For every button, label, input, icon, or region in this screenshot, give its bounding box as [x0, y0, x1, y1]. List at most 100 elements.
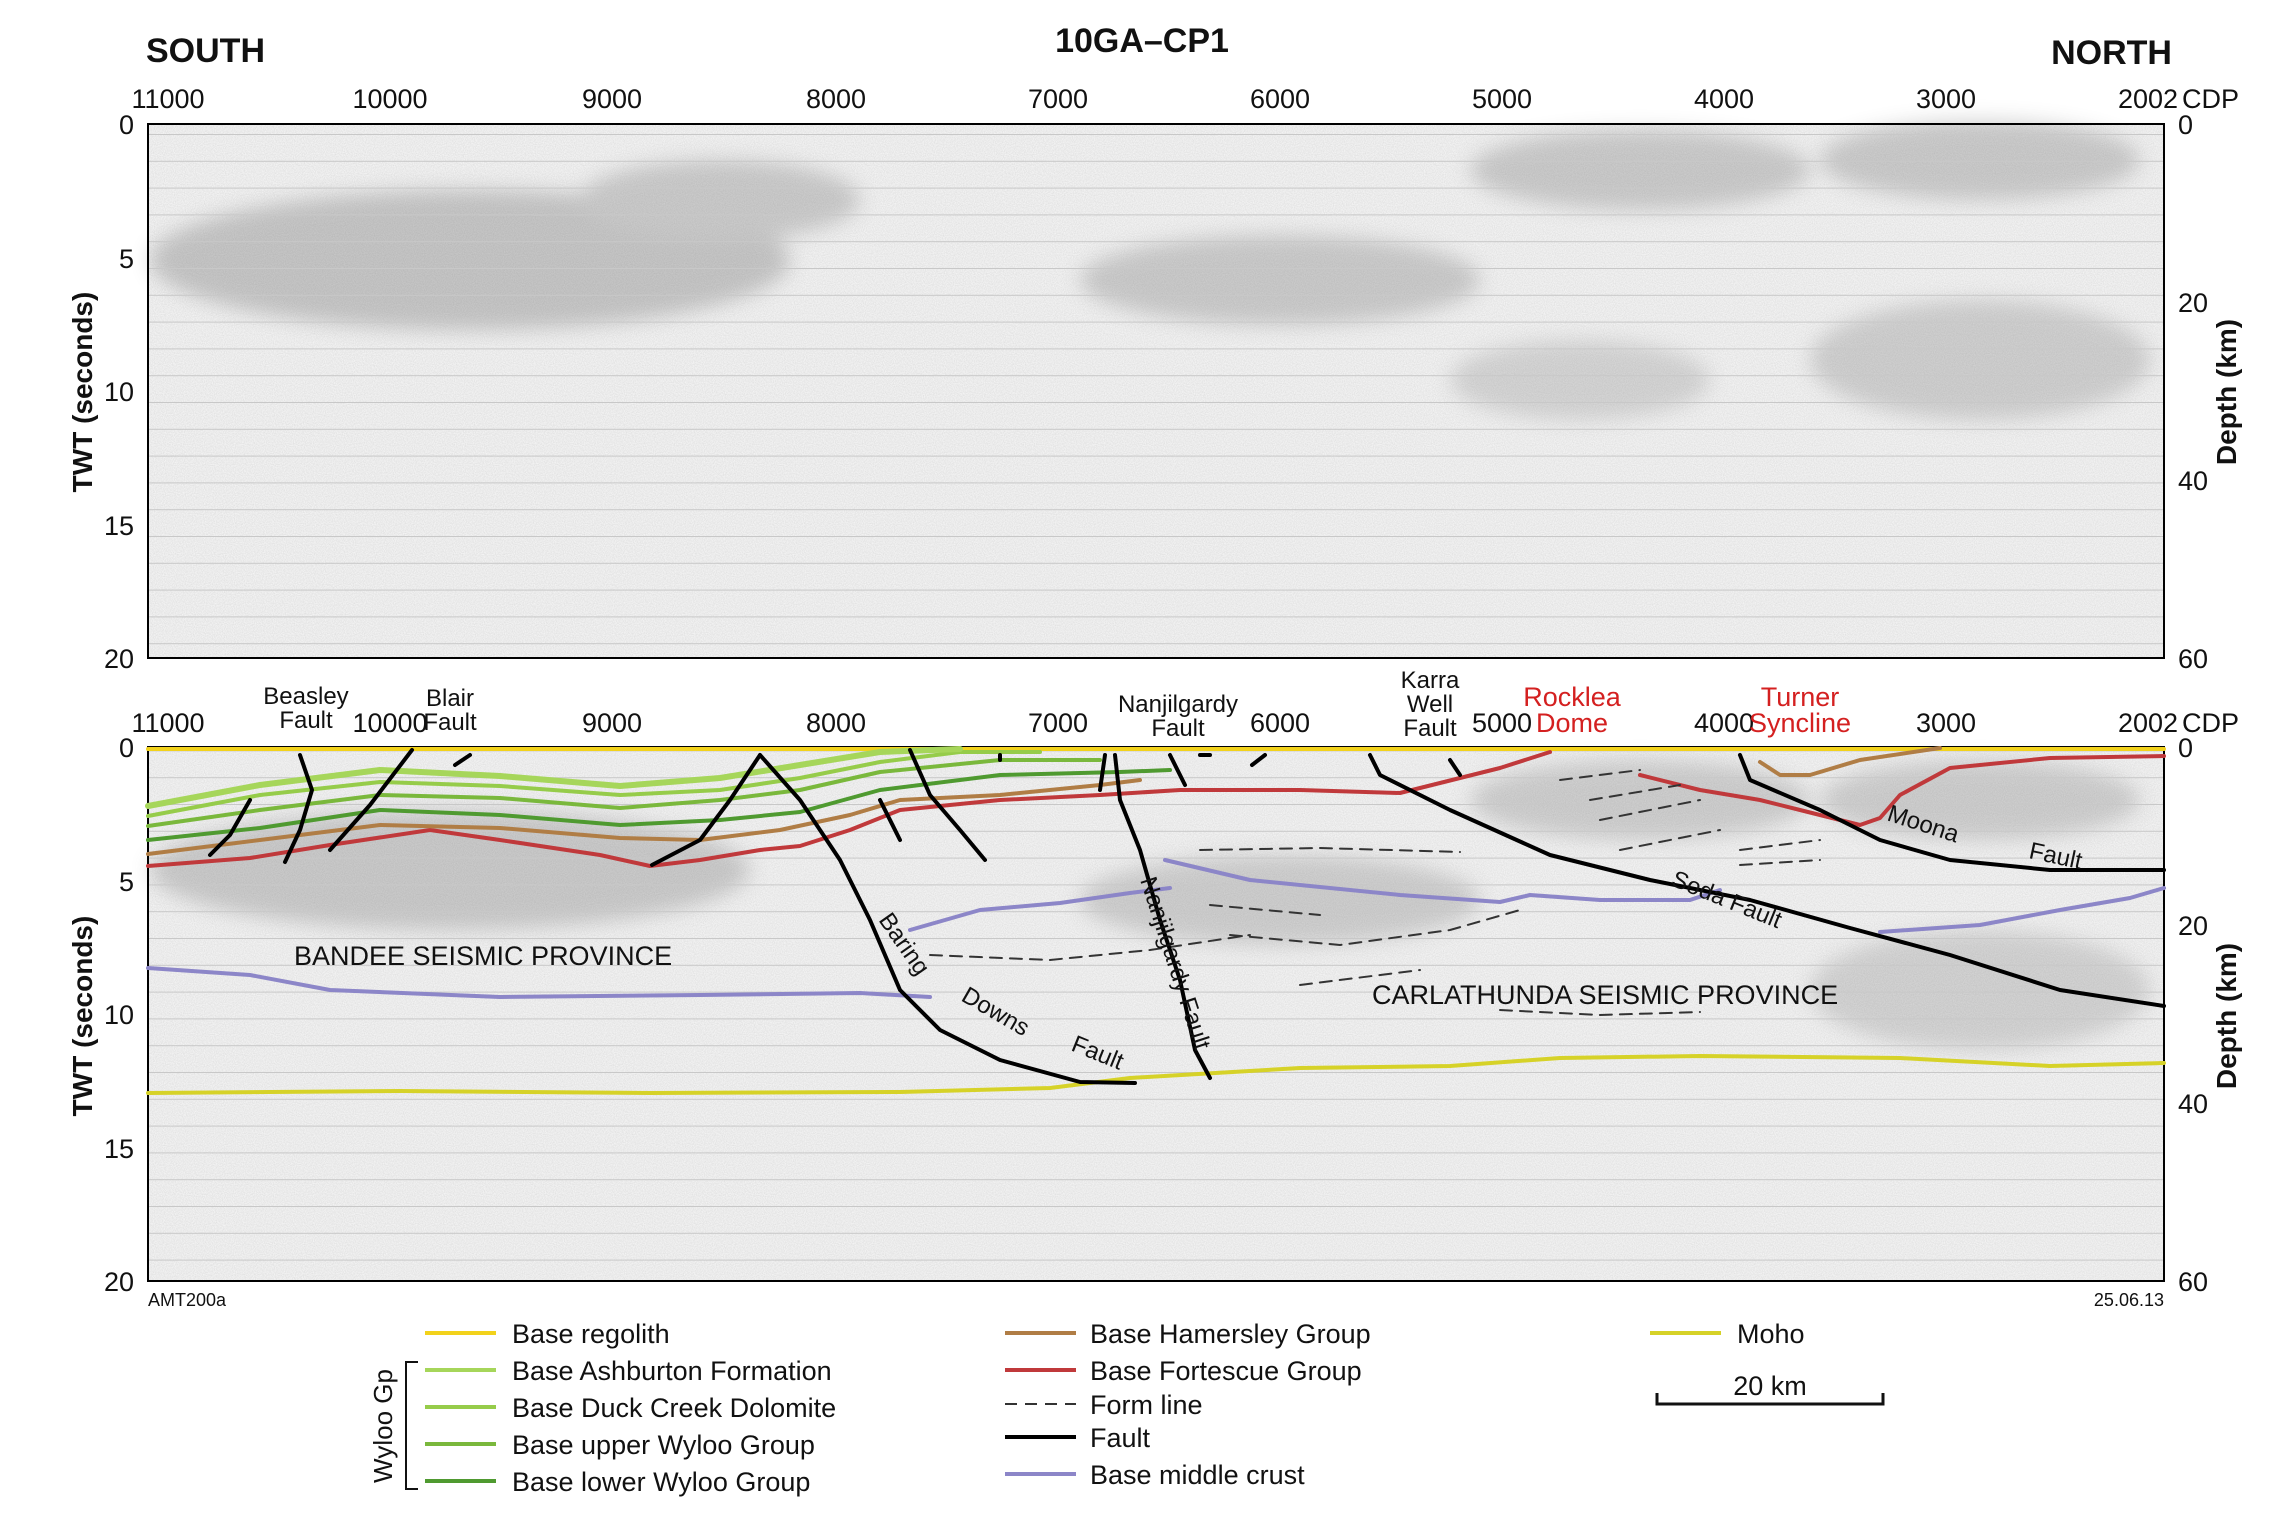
svg-text:6000: 6000: [1250, 84, 1310, 114]
figure-code: AMT200a: [148, 1290, 227, 1310]
svg-text:2002: 2002: [2118, 84, 2178, 114]
turner-syncline-label-2: Syncline: [1749, 708, 1851, 738]
twt-axis-lower: 0 5 10 15 20 TWT (seconds): [67, 733, 134, 1297]
legend-fault: Fault: [1090, 1423, 1151, 1453]
svg-text:8000: 8000: [806, 84, 866, 114]
svg-text:10000: 10000: [352, 84, 427, 114]
base-upper-wyloo-line: [146, 758, 1102, 828]
svg-text:10: 10: [104, 377, 134, 407]
svg-text:6000: 6000: [1250, 708, 1310, 738]
twt-axis-title-lower: TWT (seconds): [67, 916, 98, 1117]
form-lines: [929, 769, 1821, 1016]
base-duck-creek-line: [146, 750, 1042, 818]
rocklea-dome-label: Rocklea: [1523, 682, 1622, 712]
upper-panel: [147, 120, 2165, 659]
carlathunda-province-label: CARLATHUNDA SEISMIC PROVINCE: [1372, 980, 1838, 1010]
rocklea-dome-label-2: Dome: [1536, 708, 1608, 738]
scale-bar: [1655, 1393, 1885, 1406]
fault-lines: [208, 748, 2166, 1085]
base-lower-wyloo-line: [146, 768, 1172, 842]
svg-text:3000: 3000: [1916, 708, 1976, 738]
karra-well-fault-label-2: Well: [1407, 691, 1453, 718]
depth-axis-title-lower: Depth (km): [2211, 943, 2242, 1089]
nanjilgardy-fault-label: Nanjilgardy: [1118, 691, 1238, 718]
base-hamersley-line: [146, 778, 1142, 856]
legend-base-regolith: Base regolith: [512, 1319, 670, 1349]
svg-text:9000: 9000: [582, 84, 642, 114]
svg-text:20: 20: [104, 644, 134, 674]
svg-text:60: 60: [2178, 644, 2208, 674]
moho-line: [146, 1054, 2166, 1095]
svg-text:11000: 11000: [131, 708, 204, 738]
svg-text:11000: 11000: [131, 84, 204, 114]
svg-text:40: 40: [2178, 1089, 2208, 1119]
interpretation-lines: [145, 746, 2166, 1095]
base-fortescue-line: [146, 750, 1552, 868]
svg-text:9000: 9000: [582, 708, 642, 738]
bandee-province-label: BANDEE SEISMIC PROVINCE: [294, 941, 672, 971]
legend-form-line: Form line: [1090, 1390, 1203, 1420]
lower-panel: BANDEE SEISMIC PROVINCE CARLATHUNDA SEIS…: [145, 746, 2166, 1282]
svg-text:60: 60: [2178, 1267, 2208, 1297]
fault-annotations-top: Beasley Fault Blair Fault Nanjilgardy Fa…: [263, 667, 1851, 742]
svg-text:4000: 4000: [1694, 708, 1754, 738]
beasley-fault-label: Beasley: [263, 683, 348, 710]
svg-text:5: 5: [119, 244, 134, 274]
north-label: NORTH: [2051, 34, 2172, 72]
svg-text:15: 15: [104, 1134, 134, 1164]
legend-base-fortescue: Base Fortescue Group: [1090, 1356, 1362, 1386]
blair-fault-label-2: Fault: [423, 709, 477, 736]
svg-text:4000: 4000: [1694, 84, 1754, 114]
depth-axis-title-upper: Depth (km): [2211, 319, 2242, 465]
svg-text:5000: 5000: [1472, 84, 1532, 114]
legend-wyloo-group-label: Wyloo Gp: [368, 1369, 398, 1483]
svg-text:5000: 5000: [1472, 708, 1532, 738]
depth-axis-lower: 0 20 40 60 Depth (km): [2178, 733, 2242, 1297]
depth-axis-upper: 0 20 40 60 Depth (km): [2178, 110, 2242, 674]
legend-base-duck-creek: Base Duck Creek Dolomite: [512, 1393, 836, 1423]
svg-text:10000: 10000: [352, 708, 427, 738]
twt-axis-title-upper: TWT (seconds): [67, 292, 98, 493]
svg-text:CDP: CDP: [2182, 84, 2239, 114]
blair-fault-label: Blair: [426, 685, 474, 712]
karra-well-fault-label: Karra: [1401, 667, 1460, 694]
beasley-fault-label-2: Fault: [279, 707, 333, 734]
scale-bar-label: 20 km: [1733, 1371, 1807, 1401]
cdp-axis-upper: 11000 10000 9000 8000 7000 6000 5000 400…: [131, 84, 2239, 114]
legend-base-upper-wyloo: Base upper Wyloo Group: [512, 1430, 815, 1460]
svg-text:8000: 8000: [806, 708, 866, 738]
svg-text:20: 20: [2178, 288, 2208, 318]
svg-text:0: 0: [2178, 110, 2193, 140]
legend: Base regolith Base Ashburton Formation B…: [368, 1319, 1885, 1497]
legend-base-middle-crust: Base middle crust: [1090, 1460, 1305, 1490]
legend-base-hamersley: Base Hamersley Group: [1090, 1319, 1371, 1349]
svg-text:2002: 2002: [2118, 708, 2178, 738]
svg-text:5: 5: [119, 867, 134, 897]
legend-moho: Moho: [1737, 1319, 1805, 1349]
svg-text:40: 40: [2178, 466, 2208, 496]
svg-text:0: 0: [2178, 733, 2193, 763]
svg-text:15: 15: [104, 511, 134, 541]
turner-syncline-label: Turner: [1761, 682, 1840, 712]
svg-text:7000: 7000: [1028, 708, 1088, 738]
legend-base-lower-wyloo: Base lower Wyloo Group: [512, 1467, 810, 1497]
cdp-axis-lower: 11000 10000 9000 8000 7000 6000 5000 400…: [131, 708, 2239, 738]
svg-text:20: 20: [2178, 911, 2208, 941]
base-middle-crust-line: [146, 966, 932, 999]
svg-text:0: 0: [119, 110, 134, 140]
south-label: SOUTH: [146, 32, 265, 70]
svg-text:0: 0: [119, 733, 134, 763]
base-ashburton-line: [145, 746, 963, 809]
nanjilgardy-fault-label-2: Fault: [1151, 715, 1205, 742]
svg-text:10: 10: [104, 1000, 134, 1030]
karra-well-fault-label-3: Fault: [1403, 715, 1457, 742]
figure-date: 25.06.13: [2094, 1290, 2164, 1310]
figure-title: 10GA–CP1: [1055, 22, 1229, 60]
legend-base-ashburton: Base Ashburton Formation: [512, 1356, 832, 1386]
svg-text:3000: 3000: [1916, 84, 1976, 114]
svg-text:CDP: CDP: [2182, 708, 2239, 738]
svg-text:20: 20: [104, 1267, 134, 1297]
svg-text:7000: 7000: [1028, 84, 1088, 114]
twt-axis-upper: 0 5 10 15 20 TWT (seconds): [67, 110, 134, 674]
